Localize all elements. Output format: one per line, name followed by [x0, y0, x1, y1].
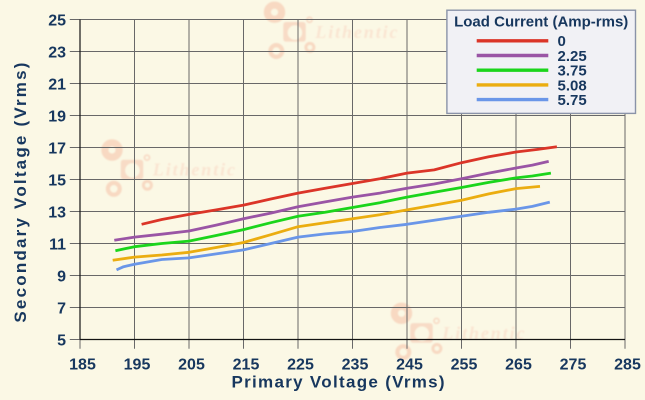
svg-text:13: 13: [48, 205, 66, 222]
svg-text:15: 15: [48, 173, 66, 190]
svg-text:235: 235: [342, 356, 369, 373]
svg-text:255: 255: [451, 356, 478, 373]
svg-text:23: 23: [48, 45, 66, 62]
svg-text:21: 21: [48, 77, 66, 94]
svg-text:9: 9: [57, 269, 66, 286]
svg-text:2.25: 2.25: [558, 48, 587, 65]
svg-text:19: 19: [48, 109, 66, 126]
svg-text:285: 285: [614, 356, 641, 373]
svg-text:11: 11: [49, 237, 66, 254]
svg-text:Primary Voltage (Vrms): Primary Voltage (Vrms): [231, 372, 445, 391]
svg-text:225: 225: [287, 356, 314, 373]
svg-text:Load Current (Amp-rms): Load Current (Amp-rms): [454, 13, 628, 30]
svg-text:205: 205: [178, 356, 205, 373]
svg-text:5: 5: [57, 333, 66, 350]
svg-text:0: 0: [558, 33, 566, 50]
svg-text:3.75: 3.75: [558, 63, 587, 80]
svg-text:7: 7: [57, 301, 66, 318]
svg-text:245: 245: [396, 356, 423, 373]
svg-text:215: 215: [233, 356, 260, 373]
svg-text:5.08: 5.08: [558, 77, 587, 94]
svg-text:185: 185: [69, 356, 96, 373]
svg-text:25: 25: [48, 13, 66, 30]
svg-text:Secondary Voltage (Vrms): Secondary Voltage (Vrms): [11, 60, 30, 322]
svg-text:265: 265: [505, 356, 532, 373]
svg-text:17: 17: [48, 141, 66, 158]
svg-text:275: 275: [560, 356, 587, 373]
svg-text:195: 195: [124, 356, 151, 373]
svg-text:5.75: 5.75: [558, 92, 587, 109]
